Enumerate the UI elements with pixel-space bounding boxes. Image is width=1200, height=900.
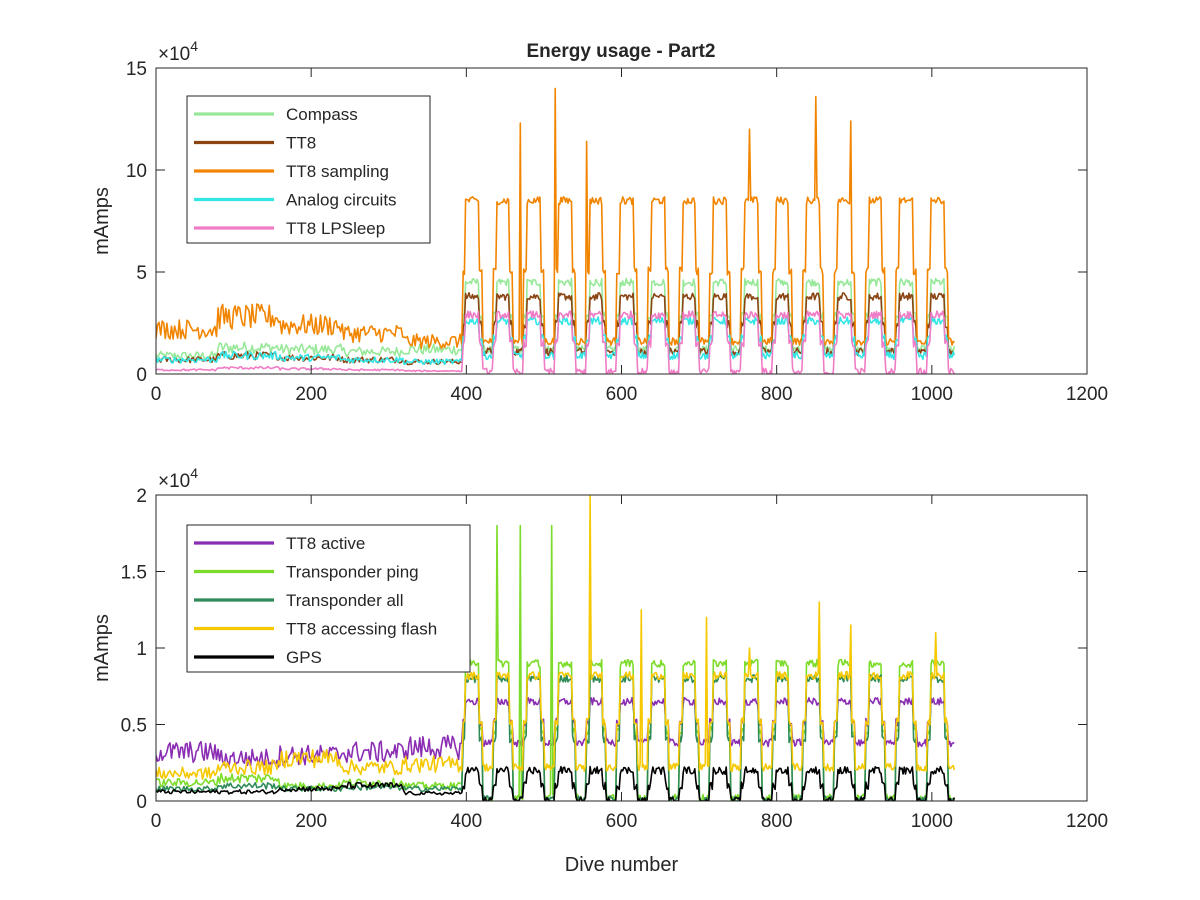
x-tick-label: 1200 — [1066, 811, 1108, 832]
x-tick-label: 400 — [450, 384, 482, 405]
y-tick-label: 1.5 — [121, 563, 147, 584]
legend: Compass TT8 TT8 sampling Analog circuits TT8… — [186, 95, 431, 244]
legend-label: TT8 active — [286, 534, 365, 553]
series-line-4 — [156, 310, 956, 374]
series-group — [156, 87, 956, 374]
x-axis-label: Dive number — [565, 854, 679, 876]
y-tick-label: 0 — [136, 365, 147, 386]
y-tick-label: 15 — [126, 59, 147, 80]
y-tick-label: 1 — [136, 639, 147, 660]
series-line-4 — [156, 765, 956, 801]
y-axis-label: mAmps — [91, 187, 113, 255]
legend-label: TT8 — [286, 134, 316, 153]
y-tick-label: 0.5 — [121, 716, 147, 737]
series-line-2 — [156, 87, 955, 350]
x-tick-label: 0 — [151, 384, 162, 405]
legend-label: TT8 accessing flash — [286, 620, 437, 639]
legend-label: Transponder ping — [286, 563, 419, 582]
x-tick-label: 0 — [151, 811, 162, 832]
figure-title: Energy usage - Part2 — [526, 41, 715, 62]
x-tick-label: 200 — [295, 384, 327, 405]
y-exponent-label: ×104 — [158, 465, 198, 492]
x-tick-label: 1000 — [911, 811, 953, 832]
legend-label: GPS — [286, 648, 322, 667]
legend-label: Compass — [286, 105, 358, 124]
y-tick-label: 0 — [136, 792, 147, 813]
legend: TT8 active Transponder ping Transponder al… — [186, 524, 471, 673]
legend-label: Analog circuits — [286, 191, 397, 210]
x-tick-label: 1000 — [911, 384, 953, 405]
series-line-3 — [156, 495, 956, 780]
x-tick-label: 1200 — [1066, 384, 1108, 405]
series-group — [156, 495, 956, 801]
x-tick-label: 800 — [761, 384, 793, 405]
top-axes: 0 200 400 600 800 1000 1200 0 5 10 15 ×104 mAmps Comp… — [91, 38, 1108, 405]
x-tick-label: 800 — [761, 811, 793, 832]
y-exponent-label: ×104 — [158, 38, 198, 65]
series-line-3 — [156, 316, 956, 366]
y-axis-label: mAmps — [91, 614, 113, 682]
legend-label: TT8 sampling — [286, 162, 389, 181]
y-tick-label: 10 — [126, 161, 147, 182]
x-tick-label: 600 — [606, 811, 638, 832]
legend-label: Transponder all — [286, 591, 404, 610]
y-tick-label: 2 — [136, 486, 147, 507]
x-tick-label: 600 — [606, 384, 638, 405]
x-tick-label: 200 — [295, 811, 327, 832]
y-tick-label: 5 — [136, 263, 147, 284]
legend-label: TT8 LPSleep — [286, 219, 385, 238]
bottom-axes: 0 200 400 600 800 1000 1200 0 0.5 1 1.5 2 ×104 mAmps D… — [91, 465, 1108, 876]
x-tick-label: 400 — [450, 811, 482, 832]
